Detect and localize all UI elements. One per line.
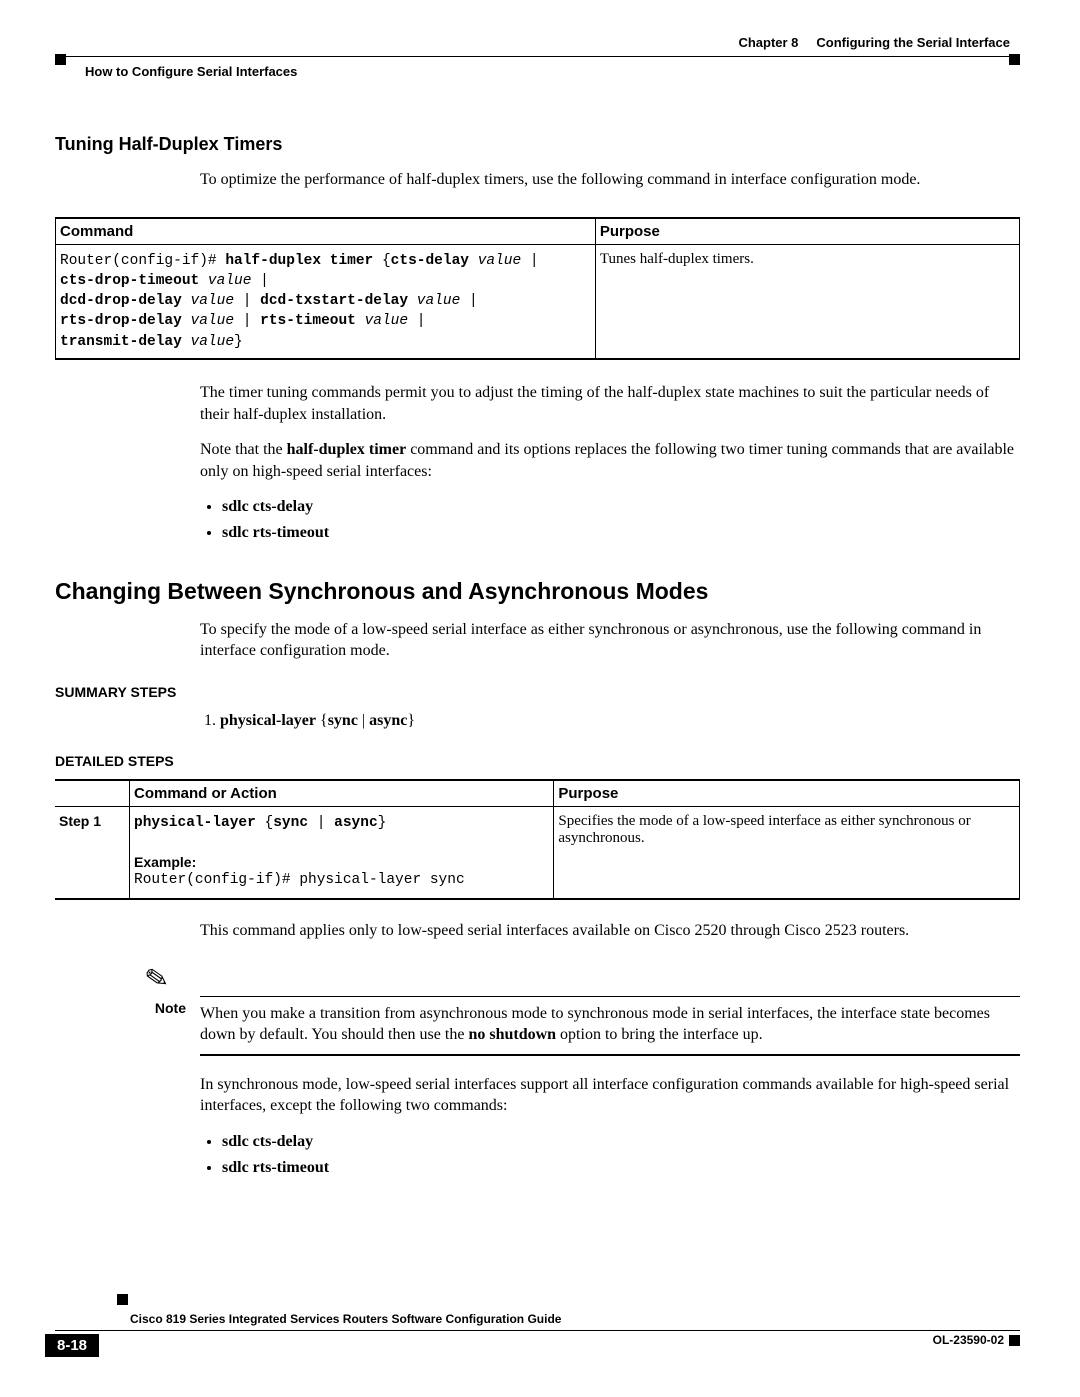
list-item: sdlc cts-delay bbox=[222, 496, 1020, 518]
header-rule bbox=[55, 56, 1020, 57]
header-marker-right bbox=[1009, 54, 1020, 65]
note-text: When you make a transition from asynchro… bbox=[200, 996, 1020, 1056]
purpose-cell: Specifies the mode of a low-speed interf… bbox=[554, 807, 1020, 899]
document-page: Chapter 8 Configuring the Serial Interfa… bbox=[0, 0, 1080, 1397]
example-code: Router(config-if)# physical-layer sync bbox=[134, 870, 549, 890]
section2-intro: To specify the mode of a low-speed seria… bbox=[200, 619, 1020, 662]
footer-marker-right bbox=[1009, 1335, 1020, 1346]
detailed-steps-table: Command or Action Purpose Step 1 physica… bbox=[55, 779, 1020, 900]
command-syntax: Router(config-if)# half-duplex timer {ct… bbox=[60, 251, 589, 352]
page-content: Tuning Half-Duplex Timers To optimize th… bbox=[55, 79, 1020, 1178]
command-table-1: Command Purpose Router(config-if)# half-… bbox=[55, 217, 1020, 360]
tuning-paragraph: The timer tuning commands permit you to … bbox=[200, 382, 1020, 425]
replaces-paragraph: Note that the half-duplex timer command … bbox=[200, 439, 1020, 482]
section1-body: The timer tuning commands permit you to … bbox=[200, 382, 1020, 544]
col-header-purpose: Purpose bbox=[554, 780, 1020, 807]
list-item: sdlc rts-timeout bbox=[222, 1157, 1020, 1179]
summary-steps-list: physical-layer {sync | async} bbox=[200, 710, 1020, 732]
breadcrumb: How to Configure Serial Interfaces bbox=[85, 64, 1020, 79]
footer-guide-title: Cisco 819 Series Integrated Services Rou… bbox=[130, 1312, 1020, 1326]
detailed-steps-heading: DETAILED STEPS bbox=[55, 753, 1020, 769]
command-syntax: physical-layer {sync | async} bbox=[134, 813, 549, 833]
note-label: Note bbox=[55, 996, 200, 1016]
chapter-title: Configuring the Serial Interface bbox=[816, 35, 1010, 50]
chapter-label: Chapter 8 bbox=[738, 35, 798, 50]
applies-paragraph: This command applies only to low-speed s… bbox=[200, 920, 1020, 942]
sync-mode-paragraph-wrap: In synchronous mode, low-speed serial in… bbox=[200, 1074, 1020, 1178]
summary-step-1: physical-layer {sync | async} bbox=[220, 710, 1020, 732]
step-label: Step 1 bbox=[55, 807, 130, 899]
section1-intro: To optimize the performance of half-dupl… bbox=[200, 169, 1020, 191]
doc-number: OL-23590-02 bbox=[933, 1333, 1004, 1347]
running-head: Chapter 8 Configuring the Serial Interfa… bbox=[55, 35, 1020, 50]
applies-paragraph-wrap: This command applies only to low-speed s… bbox=[200, 920, 1020, 942]
intro-paragraph: To optimize the performance of half-dupl… bbox=[200, 169, 1020, 191]
col-header-command: Command bbox=[56, 218, 596, 245]
section-heading-modes: Changing Between Synchronous and Asynchr… bbox=[55, 578, 1020, 605]
purpose-cell: Tunes half-duplex timers. bbox=[595, 244, 1019, 359]
header-marker-left bbox=[55, 54, 66, 65]
page-footer: Cisco 819 Series Integrated Services Rou… bbox=[55, 1312, 1020, 1357]
section-heading-tuning: Tuning Half-Duplex Timers bbox=[55, 134, 1020, 155]
summary-steps-heading: SUMMARY STEPS bbox=[55, 684, 1020, 700]
note-icon: ✎ bbox=[142, 960, 171, 998]
col-header-step bbox=[55, 780, 130, 807]
command-cell: Router(config-if)# half-duplex timer {ct… bbox=[56, 244, 596, 359]
list-item: sdlc rts-timeout bbox=[222, 522, 1020, 544]
page-number-tab: 8-18 bbox=[45, 1334, 99, 1357]
note-block: ✎ Note When you make a transition from a… bbox=[55, 956, 1020, 1074]
col-header-purpose: Purpose bbox=[595, 218, 1019, 245]
sync-mode-paragraph: In synchronous mode, low-speed serial in… bbox=[200, 1074, 1020, 1117]
footer-marker-left bbox=[117, 1294, 128, 1305]
example-label: Example: bbox=[134, 854, 549, 870]
replaced-commands-list: sdlc cts-delay sdlc rts-timeout bbox=[200, 496, 1020, 543]
modes-intro: To specify the mode of a low-speed seria… bbox=[200, 619, 1020, 662]
summary-ol: physical-layer {sync | async} bbox=[200, 710, 1020, 732]
command-action-cell: physical-layer {sync | async} Example: R… bbox=[130, 807, 554, 899]
list-item: sdlc cts-delay bbox=[222, 1131, 1020, 1153]
col-header-command-action: Command or Action bbox=[130, 780, 554, 807]
unsupported-commands-list: sdlc cts-delay sdlc rts-timeout bbox=[200, 1131, 1020, 1178]
